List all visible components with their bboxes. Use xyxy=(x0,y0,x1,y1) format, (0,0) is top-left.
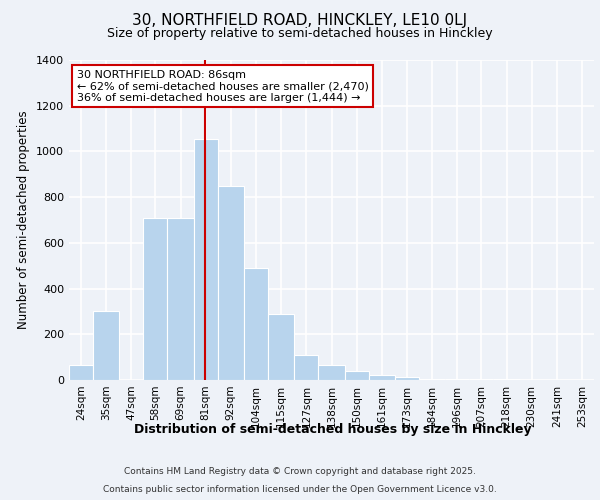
Bar xyxy=(268,314,295,380)
Bar xyxy=(469,379,493,380)
Text: Contains public sector information licensed under the Open Government Licence v3: Contains public sector information licen… xyxy=(103,485,497,494)
Bar xyxy=(93,312,119,380)
Text: Contains HM Land Registry data © Crown copyright and database right 2025.: Contains HM Land Registry data © Crown c… xyxy=(124,467,476,476)
Bar xyxy=(445,379,469,380)
Bar xyxy=(218,186,244,380)
Bar xyxy=(143,218,167,380)
Bar xyxy=(295,355,319,380)
Bar xyxy=(194,139,218,380)
Text: Size of property relative to semi-detached houses in Hinckley: Size of property relative to semi-detach… xyxy=(107,28,493,40)
Bar xyxy=(419,379,445,380)
Text: 30 NORTHFIELD ROAD: 86sqm
← 62% of semi-detached houses are smaller (2,470)
36% : 30 NORTHFIELD ROAD: 86sqm ← 62% of semi-… xyxy=(77,70,369,103)
Bar xyxy=(244,268,268,380)
Y-axis label: Number of semi-detached properties: Number of semi-detached properties xyxy=(17,110,31,330)
Bar xyxy=(319,365,344,380)
Bar xyxy=(344,371,368,380)
Text: Distribution of semi-detached houses by size in Hinckley: Distribution of semi-detached houses by … xyxy=(134,422,532,436)
Bar xyxy=(368,376,395,380)
Bar xyxy=(167,218,194,380)
Bar xyxy=(69,365,93,380)
Bar xyxy=(395,376,419,380)
Text: 30, NORTHFIELD ROAD, HINCKLEY, LE10 0LJ: 30, NORTHFIELD ROAD, HINCKLEY, LE10 0LJ xyxy=(133,12,467,28)
